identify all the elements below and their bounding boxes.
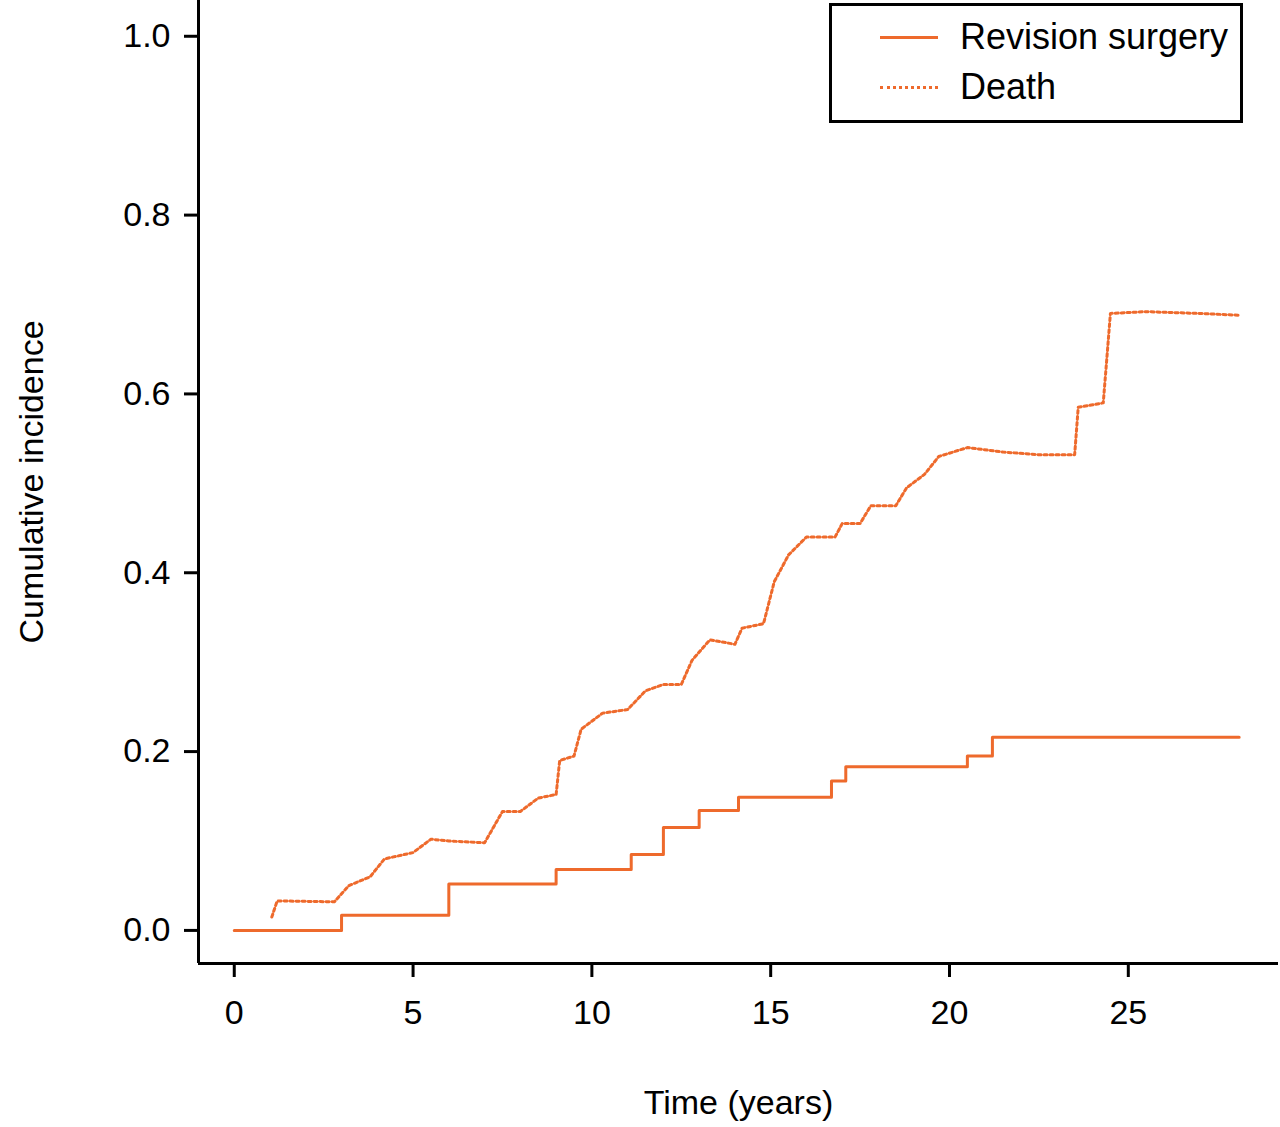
svg-text:25: 25 <box>1109 993 1147 1031</box>
svg-text:0.0: 0.0 <box>123 910 170 948</box>
svg-text:Time (years): Time (years) <box>644 1083 834 1121</box>
svg-text:0.8: 0.8 <box>123 195 170 233</box>
svg-text:0.2: 0.2 <box>123 731 170 769</box>
svg-text:15: 15 <box>752 993 790 1031</box>
svg-text:0: 0 <box>225 993 244 1031</box>
html-text:Death: Death <box>959 66 1056 107</box>
html-text:Revision surgery: Revision surgery <box>959 16 1228 57</box>
svg-text:0.4: 0.4 <box>123 553 170 591</box>
svg-text:1.0: 1.0 <box>123 16 170 54</box>
svg-text:5: 5 <box>404 993 423 1031</box>
svg-text:0.6: 0.6 <box>123 374 170 412</box>
svg-text:Cumulative incidence: Cumulative incidence <box>12 320 50 643</box>
svg-text:10: 10 <box>573 993 611 1031</box>
svg-text:20: 20 <box>931 993 969 1031</box>
